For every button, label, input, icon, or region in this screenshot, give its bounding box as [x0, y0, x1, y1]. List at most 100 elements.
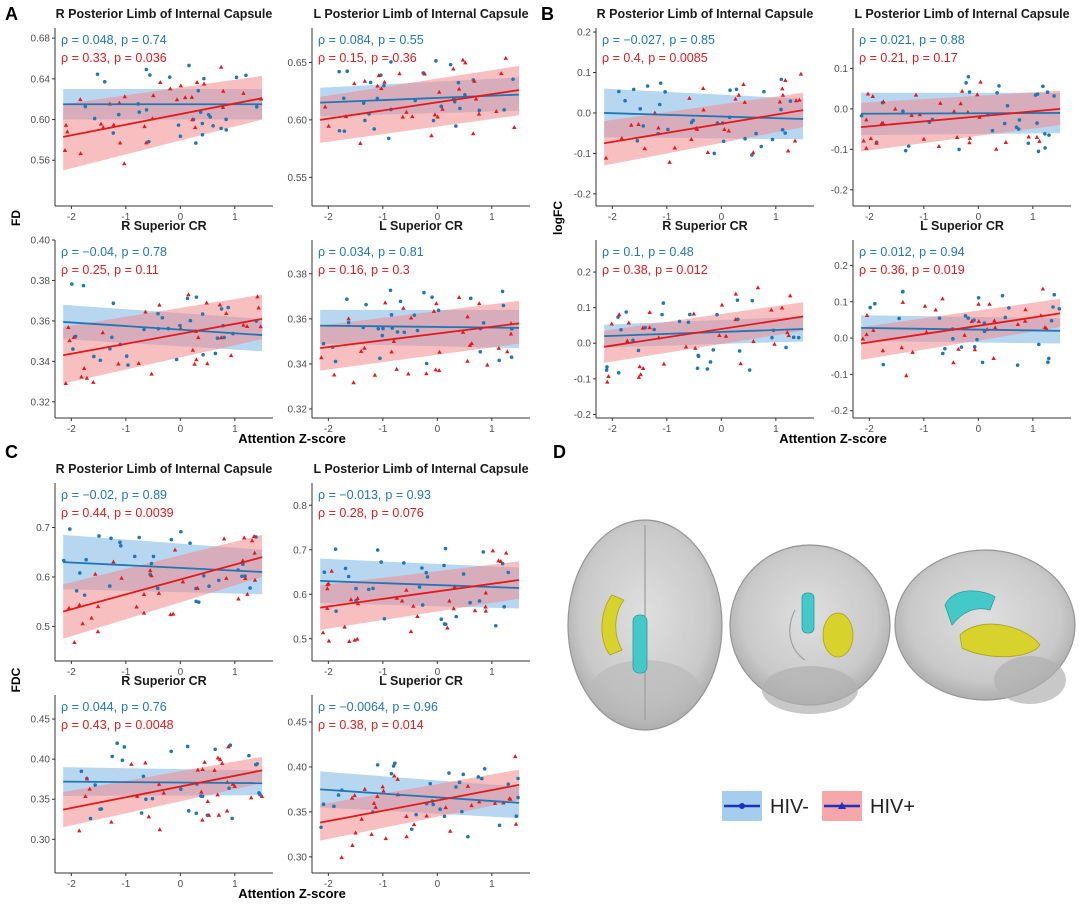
- point-hiv-neg: [468, 600, 472, 605]
- point-hiv-neg: [501, 303, 506, 308]
- point-hiv-pos: [195, 585, 200, 590]
- y-tick-label: 0.60: [288, 115, 308, 126]
- point-hiv-pos: [860, 336, 866, 341]
- point-hiv-neg: [705, 367, 710, 371]
- rho-hiv-pos: ρ = 0.38,: [602, 263, 651, 277]
- point-hiv-pos: [460, 329, 466, 334]
- p-hiv-pos: p = 0.019: [912, 263, 965, 277]
- point-hiv-pos: [619, 135, 625, 140]
- point-hiv-pos: [476, 799, 482, 804]
- point-hiv-neg: [759, 144, 764, 149]
- y-tick-label: 0.34: [31, 357, 51, 368]
- point-hiv-neg: [144, 797, 148, 801]
- point-hiv-neg: [139, 811, 144, 815]
- point-hiv-pos: [880, 348, 886, 353]
- y-tick-label: 0.2: [577, 28, 591, 39]
- point-hiv-pos: [217, 302, 223, 307]
- y-axis-label: logFC: [551, 201, 565, 235]
- point-hiv-neg: [476, 775, 481, 779]
- point-hiv-pos: [325, 586, 330, 591]
- point-hiv-pos: [741, 82, 746, 87]
- point-hiv-neg: [424, 570, 429, 575]
- point-hiv-pos: [259, 794, 265, 799]
- point-hiv-pos: [129, 761, 134, 766]
- point-hiv-neg: [708, 360, 713, 364]
- fit-line-hiv-pos: [604, 315, 804, 348]
- p-hiv-neg: p = 0.55: [378, 33, 424, 47]
- point-hiv-neg: [78, 571, 82, 575]
- point-hiv-neg: [240, 574, 244, 579]
- point-hiv-neg: [997, 84, 1001, 88]
- point-hiv-neg: [216, 578, 221, 583]
- point-hiv-neg: [375, 763, 380, 767]
- point-hiv-pos: [477, 301, 482, 306]
- point-hiv-neg: [715, 312, 719, 317]
- point-hiv-pos: [733, 317, 738, 322]
- y-tick-label: 0.45: [31, 715, 51, 726]
- point-hiv-neg: [92, 354, 96, 359]
- point-hiv-neg: [1003, 315, 1008, 320]
- point-hiv-neg: [1005, 104, 1010, 108]
- stat-hiv-pos: ρ = 0.38, p = 0.014: [318, 718, 424, 732]
- point-hiv-neg: [1052, 94, 1056, 98]
- point-hiv-neg: [442, 814, 447, 819]
- point-hiv-neg: [343, 566, 348, 571]
- point-hiv-neg: [79, 769, 84, 774]
- point-hiv-pos: [951, 360, 956, 365]
- point-hiv-neg: [196, 88, 201, 93]
- point-hiv-pos: [956, 346, 961, 351]
- point-hiv-neg: [995, 90, 999, 95]
- rho-hiv-neg: ρ = −0.02,: [61, 488, 117, 502]
- point-hiv-pos: [375, 83, 380, 88]
- point-hiv-pos: [149, 371, 154, 376]
- point-hiv-neg: [169, 537, 174, 542]
- y-tick-label: 0.30: [288, 852, 308, 863]
- point-hiv-pos: [189, 94, 195, 99]
- subplot-title: L Posterior Limb of Internal Capsule: [313, 462, 528, 476]
- point-hiv-pos: [705, 149, 711, 154]
- p-hiv-pos: p = 0.076: [371, 506, 424, 520]
- rho-hiv-pos: ρ = 0.33,: [61, 51, 110, 65]
- point-hiv-neg: [1045, 90, 1050, 94]
- point-hiv-pos: [400, 114, 406, 119]
- point-hiv-pos: [151, 93, 156, 98]
- p-hiv-pos: p = 0.36: [371, 51, 417, 65]
- point-hiv-pos: [456, 294, 462, 299]
- point-hiv-neg: [230, 816, 234, 821]
- point-hiv-pos: [95, 629, 101, 634]
- fit-line-hiv-neg: [320, 93, 520, 104]
- point-hiv-pos: [256, 305, 261, 310]
- point-hiv-pos: [447, 828, 453, 833]
- point-hiv-neg: [511, 77, 515, 81]
- y-tick-label: 0.1: [577, 68, 591, 79]
- brain-view-axial: [567, 519, 723, 731]
- point-hiv-neg: [1049, 318, 1054, 323]
- point-hiv-neg: [354, 586, 358, 591]
- point-hiv-neg: [178, 134, 183, 139]
- point-hiv-pos: [456, 86, 462, 91]
- point-hiv-neg: [458, 106, 462, 111]
- point-hiv-neg: [345, 69, 350, 74]
- point-hiv-neg: [321, 341, 326, 346]
- y-tick-label: 0.1: [834, 297, 848, 308]
- point-hiv-pos: [513, 821, 519, 826]
- point-hiv-pos: [156, 781, 162, 786]
- point-hiv-pos: [397, 71, 402, 76]
- rho-hiv-neg: ρ = 0.044,: [61, 700, 117, 714]
- point-hiv-pos: [236, 596, 241, 601]
- point-hiv-pos: [389, 349, 394, 354]
- point-hiv-pos: [142, 124, 147, 129]
- point-hiv-neg: [754, 131, 758, 136]
- point-hiv-pos: [870, 93, 876, 98]
- point-hiv-pos: [141, 591, 147, 596]
- point-hiv-neg: [227, 786, 231, 790]
- point-hiv-pos: [182, 95, 188, 100]
- point-hiv-neg: [1046, 360, 1050, 364]
- point-hiv-pos: [958, 101, 963, 106]
- point-hiv-pos: [994, 146, 999, 151]
- point-hiv-neg: [424, 361, 429, 366]
- point-hiv-neg: [82, 593, 87, 597]
- rho-hiv-neg: ρ = −0.013,: [318, 488, 381, 502]
- x-tick-label: 1: [489, 424, 495, 435]
- ci-band-hiv-pos: [63, 534, 263, 639]
